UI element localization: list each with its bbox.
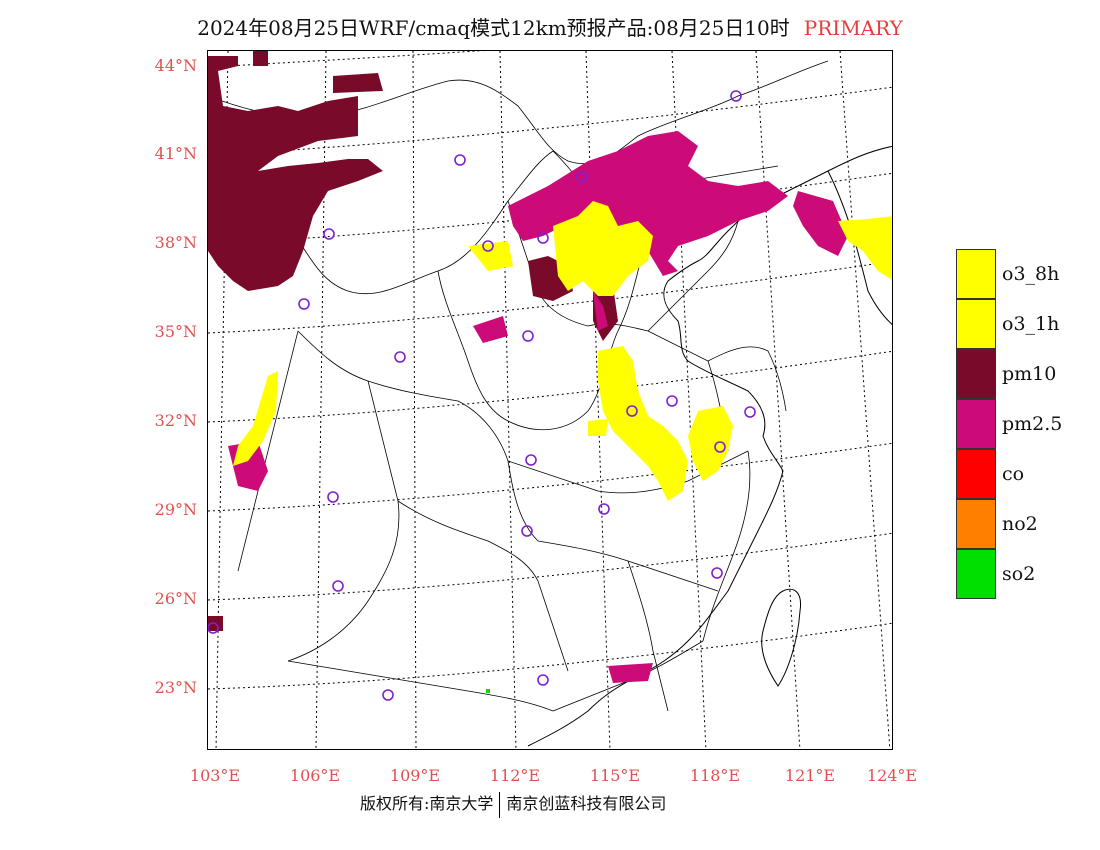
pm10-region-top bbox=[253, 51, 268, 66]
copyright-footer: 版权所有:南京大学 南京创蓝科技有限公司 bbox=[360, 790, 666, 818]
lat-label-29: 29°N bbox=[154, 500, 197, 519]
pm25-region-north-china bbox=[508, 131, 788, 276]
lon-label-124: 124°E bbox=[866, 766, 918, 785]
lon-label-121: 121°E bbox=[784, 766, 836, 785]
lon-label-112: 112°E bbox=[489, 766, 541, 785]
map-panel[interactable] bbox=[207, 50, 893, 750]
lat-label-44: 44°N bbox=[154, 56, 197, 75]
o3-region-hubei bbox=[588, 419, 608, 436]
station-markers bbox=[208, 90, 756, 701]
lat-label-26: 26°N bbox=[154, 589, 197, 608]
lon-label-103: 103°E bbox=[189, 766, 241, 785]
pm25-region-shaanxi bbox=[473, 316, 508, 343]
lon-label-118: 118°E bbox=[689, 766, 741, 785]
province-boundaries bbox=[208, 60, 829, 712]
latitude-gridlines bbox=[208, 51, 892, 690]
o3-region-jiangsu bbox=[688, 406, 733, 481]
footer-separator bbox=[499, 791, 501, 818]
legend-label-so2: so2 bbox=[1002, 563, 1036, 585]
legend-label-pm10: pm10 bbox=[1002, 363, 1057, 385]
copyright-right: 南京创蓝科技有限公司 bbox=[506, 794, 667, 813]
legend-swatch-o3-8h bbox=[956, 249, 996, 299]
legend-swatch-no2 bbox=[956, 499, 996, 549]
lat-label-23: 23°N bbox=[154, 678, 197, 697]
pm25-region-guangdong bbox=[608, 663, 653, 683]
o3-areas bbox=[233, 201, 892, 501]
lon-label-109: 109°E bbox=[389, 766, 441, 785]
o3-region-hebei bbox=[553, 201, 653, 296]
pm10-region-north bbox=[333, 73, 383, 93]
lat-label-41: 41°N bbox=[154, 144, 197, 163]
taiwan-outline bbox=[761, 588, 802, 687]
map-canvas bbox=[208, 51, 892, 749]
so2-spot bbox=[486, 689, 490, 693]
legend-swatch-co bbox=[956, 449, 996, 499]
o3-region-east bbox=[838, 216, 892, 280]
longitude-gridlines bbox=[215, 51, 891, 749]
legend-swatch-pm10 bbox=[956, 349, 996, 399]
lat-label-35: 35°N bbox=[154, 322, 197, 341]
legend-label-pm25: pm2.5 bbox=[1002, 413, 1063, 435]
copyright-left: 版权所有:南京大学 bbox=[360, 794, 494, 813]
map-title: 2024年08月25日WRF/cmaq模式12km预报产品:08月25日10时 P… bbox=[0, 12, 1100, 41]
lat-label-38: 38°N bbox=[154, 233, 197, 252]
legend-label-no2: no2 bbox=[1002, 513, 1038, 535]
lon-label-106: 106°E bbox=[289, 766, 341, 785]
legend-swatch-o3-1h bbox=[956, 299, 996, 349]
legend-swatch-so2 bbox=[956, 549, 996, 599]
map-title-text: 2024年08月25日WRF/cmaq模式12km预报产品:08月25日10时 bbox=[197, 16, 790, 40]
pm10-region-northwest bbox=[208, 56, 383, 291]
lat-label-32: 32°N bbox=[154, 411, 197, 430]
o3-region-west bbox=[233, 371, 278, 466]
primary-tag: PRIMARY bbox=[803, 16, 903, 40]
o3-region-anhui bbox=[598, 346, 688, 501]
legend-label-o3-1h: o3_1h bbox=[1002, 313, 1060, 335]
pm25-region-central bbox=[593, 291, 608, 331]
lon-label-115: 115°E bbox=[589, 766, 641, 785]
legend-label-o3-8h: o3_8h bbox=[1002, 263, 1060, 285]
legend-label-co: co bbox=[1002, 463, 1025, 485]
pm25-region-northeast bbox=[793, 191, 848, 256]
o3-region-shanxi-west bbox=[468, 241, 513, 271]
legend-swatch-pm25 bbox=[956, 399, 996, 449]
